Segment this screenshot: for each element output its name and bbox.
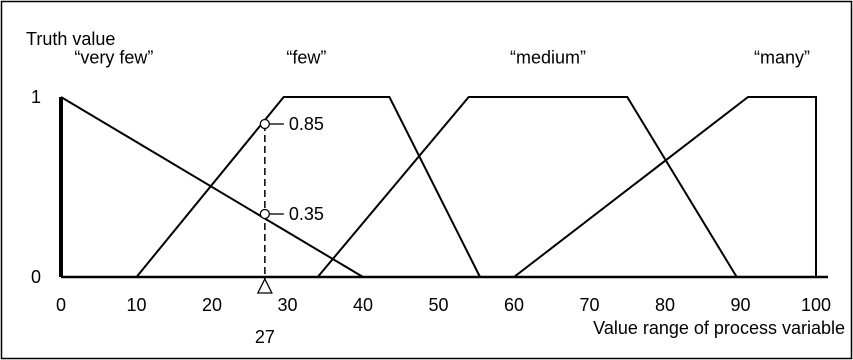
axes: 0 10 20 30 40 50 60 70 80 90 100 0 1 <box>31 87 831 315</box>
membership-line <box>135 96 481 278</box>
y-axis-label: Truth value <box>26 29 115 49</box>
membership-line <box>513 96 817 278</box>
x-axis-label: Value range of process variable <box>593 318 845 338</box>
x-tick-label: 10 <box>126 295 146 315</box>
x-tick-label: 100 <box>801 295 831 315</box>
marker-x-label: 27 <box>255 327 275 347</box>
series-label: “few” <box>286 47 326 67</box>
x-tick-label: 50 <box>428 295 448 315</box>
series-labels: “very few” “few” “medium” “many” <box>74 47 810 67</box>
y-tick-label: 1 <box>31 87 41 107</box>
value-label: 0.35 <box>289 204 324 224</box>
x-tick-label: 70 <box>579 295 599 315</box>
x-tick-label: 20 <box>202 295 222 315</box>
series-label: “medium” <box>510 47 586 67</box>
y-tick-label: 0 <box>31 267 41 287</box>
x-tick-label: 40 <box>353 295 373 315</box>
membership-line <box>316 96 738 278</box>
marker-arrow-icon <box>256 277 273 294</box>
membership-line <box>60 96 364 278</box>
series-label: “very few” <box>74 47 153 67</box>
membership-functions <box>60 96 817 278</box>
x-tick-label: 30 <box>277 295 297 315</box>
value-point <box>259 208 271 220</box>
annotations: 27 0.85 0.35 <box>255 114 324 347</box>
value-label: 0.85 <box>289 114 324 134</box>
x-tick-label: 90 <box>730 295 750 315</box>
value-point <box>259 118 271 130</box>
x-tick-label: 0 <box>56 295 66 315</box>
x-tick-label: 60 <box>504 295 524 315</box>
x-tick-label: 80 <box>655 295 675 315</box>
series-label: “many” <box>754 47 810 67</box>
